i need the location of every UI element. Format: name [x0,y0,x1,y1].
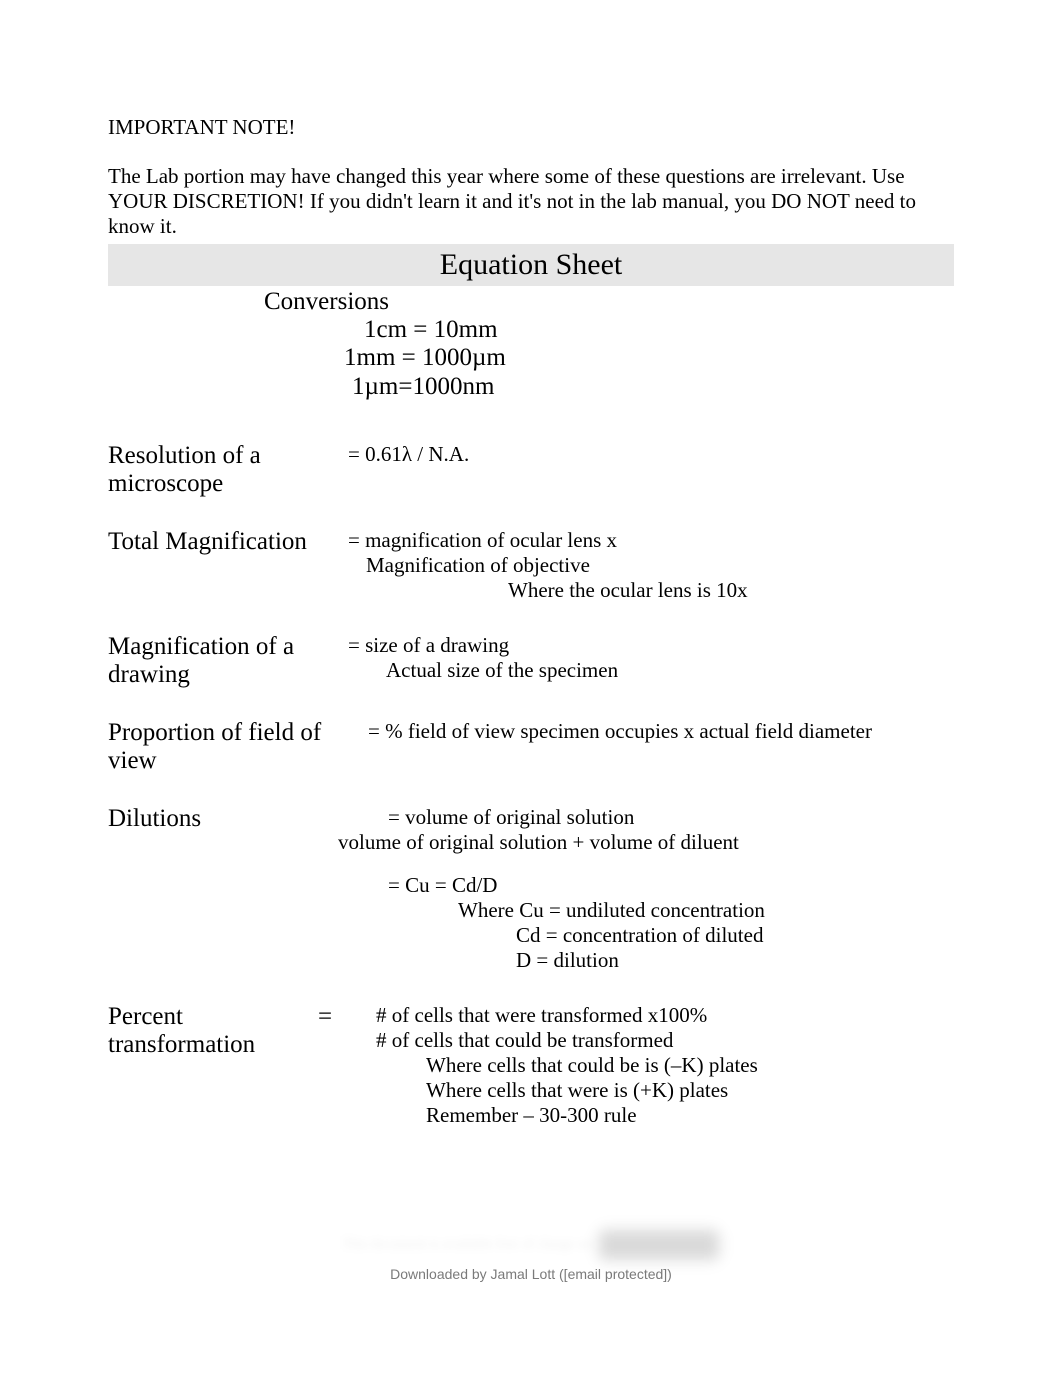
percent-line: Where cells that could be is (–K) plates [426,1053,954,1078]
note-body: The Lab portion may have changed this ye… [108,164,954,240]
dilutions-line: volume of original solution + volume of … [338,830,954,855]
drawing-mag-line: Actual size of the specimen [386,658,954,683]
dilutions-line: = volume of original solution [388,805,954,830]
percent-line: Where cells that were is (+K) plates [426,1078,954,1103]
percent-transformation-row: Percent transformation = # of cells that… [108,1003,954,1128]
drawing-magnification-row: Magnification of a drawing = size of a d… [108,633,954,689]
footer-logo-blur [599,1230,719,1260]
dilutions-row: Dilutions = volume of original solution … [108,805,954,973]
footer-download-text: Downloaded by Jamal Lott ([email protect… [0,1266,1062,1282]
resolution-row: Resolution of a microscope = 0.61λ / N.A… [108,442,954,498]
dilutions-line: D = dilution [516,948,954,973]
dilutions-line: Where Cu = undiluted concentration [458,898,954,923]
conversion-line: 1cm = 10mm [364,316,954,345]
percent-label: Percent transformation [108,1003,318,1059]
resolution-label: Resolution of a microscope [108,442,348,498]
total-magnification-label: Total Magnification [108,528,348,556]
proportion-label: Proportion of field of view [108,719,368,775]
percent-equals: = [318,1003,346,1031]
dilutions-line: = Cu = Cd/D [388,873,954,898]
percent-line: Remember – 30-300 rule [426,1103,954,1128]
conversions-block: Conversions 1cm = 10mm 1mm = 1000µm 1µm=… [264,288,954,402]
percent-line: # of cells that could be transformed [376,1028,954,1053]
total-magnification-row: Total Magnification = magnification of o… [108,528,954,603]
footer: This document is available free of charg… [0,1230,1062,1282]
total-mag-line: Magnification of objective [366,553,954,578]
proportion-row: Proportion of field of view = % field of… [108,719,954,775]
dilutions-label: Dilutions [108,805,348,833]
dilutions-line: Cd = concentration of diluted [516,923,954,948]
drawing-mag-label: Magnification of a drawing [108,633,348,689]
footer-hidden-text: This document is available free of charg… [343,1237,592,1253]
proportion-value: = % field of view specimen occupies x ac… [368,719,954,744]
note-heading: IMPORTANT NOTE! [108,115,954,140]
drawing-mag-line: = size of a drawing [348,633,954,658]
conversion-line: 1mm = 1000µm [344,344,954,373]
conversion-line: 1µm=1000nm [352,373,954,402]
resolution-value: = 0.61λ / N.A. [348,442,954,467]
total-mag-line: Where the ocular lens is 10x [508,578,954,603]
equation-sheet-title: Equation Sheet [108,244,954,286]
footer-blurred-line: This document is available free of charg… [343,1230,720,1260]
conversions-label: Conversions [264,288,954,316]
percent-line: # of cells that were transformed x100% [376,1003,954,1028]
total-mag-line: = magnification of ocular lens x [348,528,954,553]
